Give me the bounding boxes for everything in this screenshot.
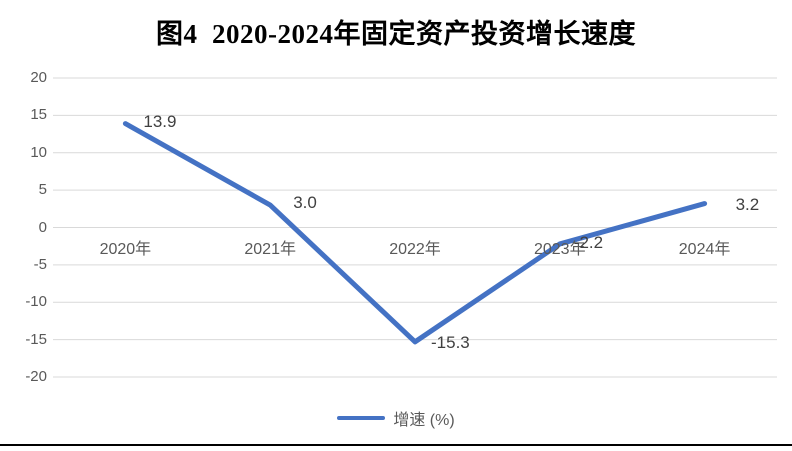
data-label: -2.2 [573, 232, 604, 252]
legend: 增速 (%) [0, 405, 792, 431]
data-label: 3.0 [293, 193, 317, 213]
legend-label: 增速 (%) [393, 412, 455, 429]
series-line [122, 121, 708, 345]
data-label: 13.9 [143, 111, 177, 131]
y-tick-label: -10 [25, 293, 47, 311]
legend-line-swatch [337, 416, 386, 420]
y-tick-label: -20 [25, 368, 47, 385]
x-axis-label: 2024年 [678, 241, 731, 258]
x-axis-label: 2023年 [533, 241, 586, 258]
data-label: 3.2 [735, 194, 760, 214]
y-tick-label: 15 [30, 106, 47, 124]
chart-title: 图4 2020-2024年固定资产投资增长速度 [156, 19, 636, 49]
data-label: -15.3 [431, 332, 470, 352]
y-tick-label: 20 [30, 69, 47, 86]
x-axis-label: 2022年 [389, 241, 441, 258]
y-tick-label: 10 [30, 143, 47, 161]
y-tick-label: -5 [33, 255, 47, 273]
y-tick-label: -15 [25, 330, 47, 348]
x-axis-label: 2020年 [99, 241, 152, 258]
x-axis-label: 2021年 [244, 241, 296, 258]
y-tick-label: 0 [38, 218, 47, 236]
y-tick-label: 5 [38, 181, 47, 199]
bottom-border-line [0, 444, 792, 446]
